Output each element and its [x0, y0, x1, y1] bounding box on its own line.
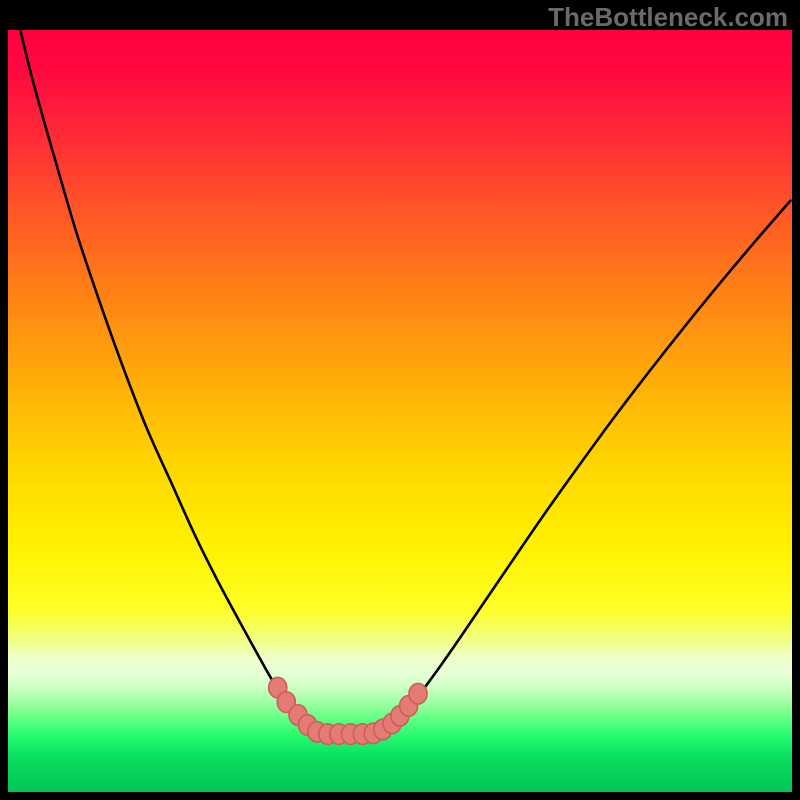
watermark-text: TheBottleneck.com — [548, 2, 788, 33]
gradient-background — [8, 30, 792, 792]
curve-marker — [409, 683, 427, 704]
chart-canvas — [0, 0, 800, 800]
